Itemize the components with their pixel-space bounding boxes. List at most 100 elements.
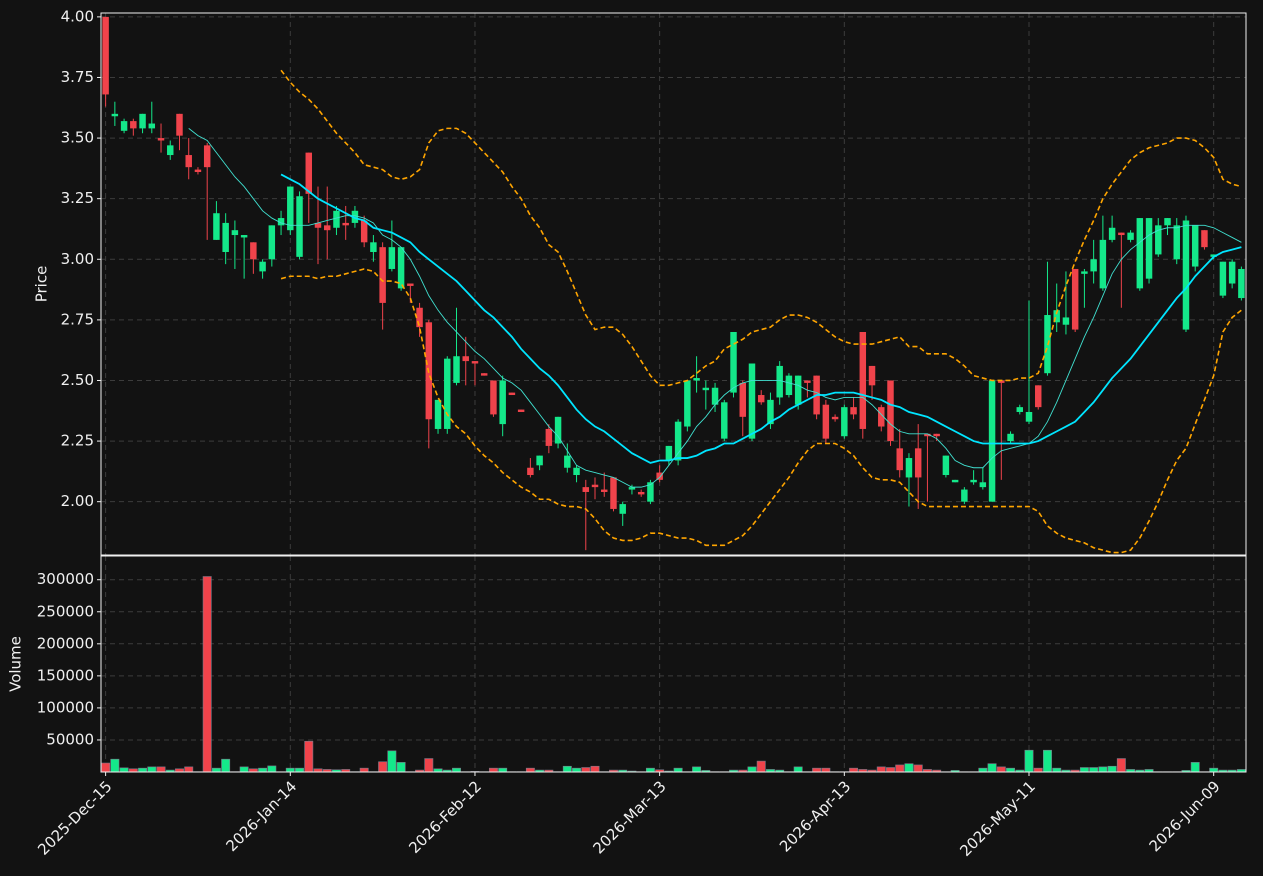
candle-body [333,210,340,228]
candle-body [951,479,959,483]
candle-body [564,455,571,468]
volume-bar [452,767,461,773]
candle-body [305,152,312,194]
candle-body [1145,218,1153,279]
candle-body [739,382,746,417]
volume-bar [562,765,572,773]
candle-body [554,416,562,444]
candle-body [102,16,109,95]
volume-bar [747,766,757,773]
panel-frame [100,555,1247,773]
candle-body [240,235,248,238]
candle-body [610,477,617,509]
y-tick-label: 3.00 [61,250,94,268]
y-tick-label: 2.25 [61,432,94,450]
candle-body [767,399,774,425]
candle-body [933,433,940,437]
volume-bar [1089,767,1099,773]
candle-body [896,448,903,471]
volume-bar [1209,767,1219,773]
y-tick-label: 50000 [46,730,94,748]
candle-body [490,380,497,415]
y-tick-label: 300000 [37,570,94,588]
volume-bar [1116,758,1126,773]
candle-body [831,416,839,420]
volume-bar [184,766,194,773]
candle-body [120,121,128,131]
y-tick-label: 150000 [37,666,94,684]
candle-body [637,491,645,495]
volume-bar [590,765,600,773]
candle-body [139,113,146,129]
candle-body [480,373,488,376]
y-tick-label: 2.00 [61,492,94,510]
candle-body [591,484,599,488]
candle-body [130,121,137,129]
candle-body [360,220,368,243]
candle-body [1071,268,1079,330]
candle-body [157,138,165,141]
candle-body [1108,227,1116,240]
candle-body [1062,317,1070,325]
candle-body [259,261,266,272]
volume-bar [978,767,988,773]
candle-body [231,230,239,236]
candle-body [453,356,460,383]
candle-body [905,458,913,478]
candle-body [665,445,673,461]
volume-bar [572,767,581,773]
volume-bar [1190,762,1200,773]
candle-body [841,407,848,437]
candle-body [684,380,691,427]
y-tick-label: 2.75 [61,310,94,328]
candle-body [194,169,202,173]
volume-bar [424,758,434,773]
candle-body [702,387,710,391]
y-tick-label: 3.50 [61,129,94,147]
candle-body [961,489,968,502]
candle-body [887,380,894,442]
candle-body [222,222,229,253]
candle-body [527,467,534,476]
candle-body [370,242,377,253]
volume-bar [295,767,304,773]
volume-bar [138,767,148,773]
volume-bar [1107,765,1117,773]
volume-bar [267,765,277,773]
candle-body [323,225,331,231]
candle-body [868,365,876,386]
candle-body [1219,261,1227,296]
candle-body [656,472,663,480]
candle-body [1182,220,1190,330]
candle-body [730,331,737,393]
candle-body [388,247,396,269]
volume-bar [525,767,535,773]
candle-body [1191,225,1199,267]
candle-body [1228,261,1236,284]
candle-body [1210,254,1217,257]
candle-body [296,196,303,257]
candle-body [268,225,276,260]
candle-body [1173,225,1180,260]
y-tick-label: 4.00 [61,7,94,25]
candle-body [924,433,931,437]
candle-body [1155,225,1162,255]
panel-frame [100,12,1247,556]
volume-bar [1079,767,1089,773]
volume-bar [202,576,212,773]
candle-body [582,487,590,492]
candle-body [1016,407,1024,412]
candle-body [804,380,811,383]
candle-body [914,448,922,478]
y-tick-label: 200000 [37,634,94,652]
indicator-line [188,128,1242,488]
candle-body [287,186,294,231]
indicator-line [280,173,1242,464]
volume-bar [396,762,406,773]
y-tick-label: 3.75 [61,68,94,86]
candle-body [721,402,728,439]
candle-body [711,387,719,405]
volume-bar [285,767,295,773]
candle-body [444,358,451,429]
